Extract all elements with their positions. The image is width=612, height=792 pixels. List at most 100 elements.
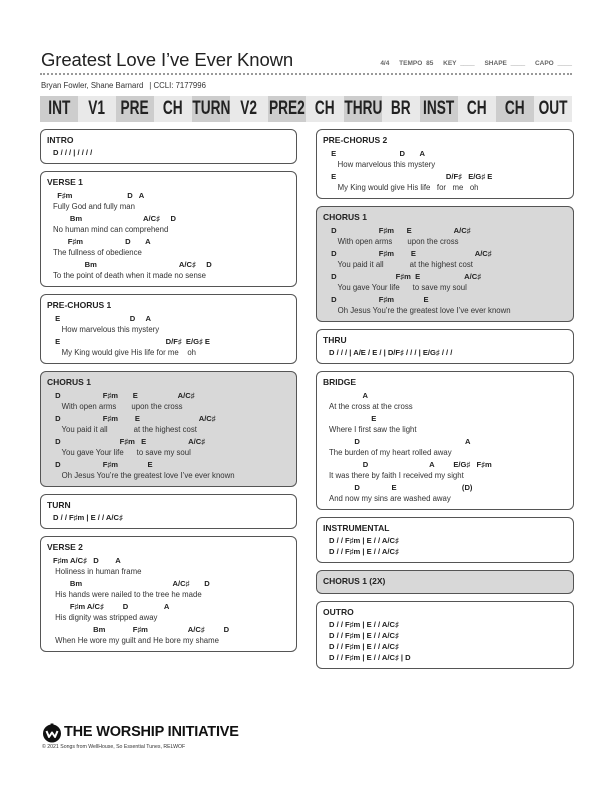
roadmap-cell: V2 (230, 96, 268, 122)
lyric-text: You paid it all at the highest cost (329, 260, 473, 269)
lyric-line: D E (D) And now my sins are washed away (323, 483, 567, 504)
lyric-line: D F♯m E A/C♯ You paid it all at the high… (323, 249, 567, 270)
lyric-line: E D A How marvelous this mystery (47, 314, 290, 335)
section-title: INSTRUMENTAL (323, 523, 390, 533)
section-title: CHORUS 1 (323, 212, 367, 222)
lyric-text: You gave Your life to save my soul (53, 448, 191, 457)
roadmap-label: THRU (344, 98, 382, 119)
chord-line: D F♯m E A/C♯ (53, 414, 216, 423)
chord-line: E D/F♯ E/G♯ E (329, 172, 493, 181)
chord-line: D A E/G♯ F♯m (329, 460, 492, 469)
roadmap-label: V1 (88, 98, 106, 119)
roadmap-cell: V1 (78, 96, 116, 122)
roadmap-cell: INST (420, 96, 458, 122)
lyric-line: F♯m D A The fullness of obedience (47, 237, 290, 258)
lyric-line: D F♯m E Oh Jesus You’re the greatest lov… (47, 460, 290, 481)
section-chorus-1: CHORUS 1 D F♯m E A/C♯ With open arms upo… (316, 206, 574, 322)
section-title: PRE-CHORUS 2 (323, 135, 388, 145)
song-roadmap: INT V1 PRE CH TURN V2 PRE2 CH THRU BR INST CH CH OUT (40, 96, 572, 122)
roadmap-label: CH (315, 98, 335, 119)
chord-progression: D / / F♯m | E / / A/C♯ (53, 513, 123, 522)
chord-line: D F♯m E A/C♯ (53, 391, 195, 400)
lyric-line: D F♯m E A/C♯ With open arms upon the cro… (47, 391, 290, 412)
dotted-divider (40, 73, 572, 75)
section-chorus-1: CHORUS 1 D F♯m E A/C♯ With open arms upo… (40, 371, 297, 487)
brand-name: THE WORSHIP INITIATIVE (64, 724, 239, 740)
chord-line: D F♯m E (329, 295, 429, 304)
lyric-line: D F♯m E A/C♯ You gave Your life to save … (323, 272, 567, 293)
roadmap-label: CH (505, 98, 525, 119)
lyric-line: A At the cross at the cross (323, 391, 567, 412)
chord-line: Bm F♯m A/C♯ D (53, 625, 230, 634)
chord-progression: D / / F♯m | E / / A/C♯ (329, 620, 399, 629)
chord-progression: D / / F♯m | E / / A/C♯ (329, 642, 399, 651)
section-title: TURN (47, 500, 71, 510)
right-column: PRE-CHORUS 2 E D A How marvelous this my… (316, 129, 574, 676)
section-verse-2: VERSE 2 F♯m A/C♯ D A Holiness in human fr… (40, 536, 297, 652)
lyric-line: D F♯m E A/C♯ You gave Your life to save … (47, 437, 290, 458)
section-chorus-1-2x: CHORUS 1 (2X) (316, 570, 574, 594)
lyric-line: F♯m A/C♯ D A His dignity was stripped aw… (47, 602, 290, 623)
chord-line: A (329, 391, 368, 400)
authors: Bryan Fowler, Shane Barnard (41, 81, 144, 90)
chord-line: F♯m A/C♯ D A (53, 602, 170, 611)
lyric-line: D A The burden of my heart rolled away (323, 437, 567, 458)
worship-initiative-logo-icon (43, 723, 61, 743)
chord-line: D F♯m E A/C♯ (53, 437, 206, 446)
lyric-text: How marvelous this mystery (53, 325, 160, 334)
lyric-line: Bm A/C♯ D No human mind can comprehend (47, 214, 290, 235)
lyric-text: His hands were nailed to the tree he mad… (53, 590, 202, 599)
roadmap-cell: CH (306, 96, 344, 122)
lyric-line: Bm A/C♯ D His hands were nailed to the t… (47, 579, 290, 600)
chord-progression: D / / F♯m | E / / A/C♯ (329, 536, 399, 545)
roadmap-label: TURN (192, 98, 230, 119)
section-pre-chorus-2: PRE-CHORUS 2 E D A How marvelous this my… (316, 129, 574, 199)
capo-field: CAPO ____ (534, 60, 572, 67)
roadmap-label: BR (391, 98, 411, 119)
section-title: BRIDGE (323, 377, 357, 387)
section-bridge: BRIDGE A At the cross at the cross E Where… (316, 371, 574, 510)
roadmap-cell: TURN (192, 96, 230, 122)
section-title: VERSE 1 (47, 177, 83, 187)
shape-field: SHAPE ____ (484, 60, 526, 67)
section-title: VERSE 2 (47, 542, 83, 552)
chord-progression: D / / F♯m | E / / A/C♯ (329, 547, 399, 556)
chord-progression: D / / / | A/E / E / | D/F♯ / / / | E/G♯ … (329, 348, 453, 357)
roadmap-label: PRE (120, 98, 150, 119)
lyric-line: D F♯m E A/C♯ You paid it all at the high… (47, 414, 290, 435)
chord-line: D A (329, 437, 471, 446)
chord-progression: D / / / | / / / / (53, 148, 93, 157)
chord-progression: D / / F♯m | E / / A/C♯ | D (329, 653, 411, 662)
chord-line: Bm A/C♯ D (53, 260, 212, 269)
roadmap-label: CH (467, 98, 487, 119)
roadmap-label: INST (423, 98, 455, 119)
roadmap-label: CH (163, 98, 183, 119)
chord-line: D F♯m E A/C♯ (329, 249, 492, 258)
lyric-text: Where I first saw the light (329, 425, 417, 434)
chord-line: D F♯m E A/C♯ (329, 226, 471, 235)
song-title: Greatest Love I’ve Ever Known (41, 49, 294, 70)
chord-line: E D/F♯ E/G♯ E (53, 337, 210, 346)
roadmap-cell: CH (496, 96, 534, 122)
chord-line: D F♯m E (53, 460, 153, 469)
lyric-text: Oh Jesus You’re the greatest love I’ve e… (53, 471, 235, 480)
chord-line: F♯m D A (53, 191, 145, 200)
section-verse-1: VERSE 1 F♯m D A Fully God and fully man B… (40, 171, 297, 287)
lyric-line: F♯m A/C♯ D A Holiness in human frame (47, 556, 290, 577)
ccli-number: | CCLI: 7177996 (149, 81, 206, 90)
lyric-line: E D/F♯ E/G♯ E My King would give His lif… (47, 337, 290, 358)
section-title: CHORUS 1 (47, 377, 91, 387)
lyric-text: How marvelous this mystery (329, 160, 436, 169)
section-intro: INTRO D / / / | / / / / (40, 129, 297, 164)
roadmap-cell: THRU (344, 96, 382, 122)
left-column: INTRO D / / / | / / / / VERSE 1 F♯m D A Ful… (40, 129, 297, 659)
section-title: CHORUS 1 (2X) (323, 576, 386, 586)
lyric-line: D F♯m E A/C♯ With open arms upon the cro… (323, 226, 567, 247)
chord-line: E D A (53, 314, 152, 323)
section-outro: OUTRO D / / F♯m | E / / A/C♯ D / / F♯m | E… (316, 601, 574, 669)
credits: Bryan Fowler, Shane Barnard | CCLI: 71779… (41, 81, 206, 90)
roadmap-label: INT (47, 98, 71, 119)
roadmap-label: PRE2 (269, 98, 305, 119)
roadmap-cell: CH (458, 96, 496, 122)
lyric-text: At the cross at the cross (329, 402, 413, 411)
